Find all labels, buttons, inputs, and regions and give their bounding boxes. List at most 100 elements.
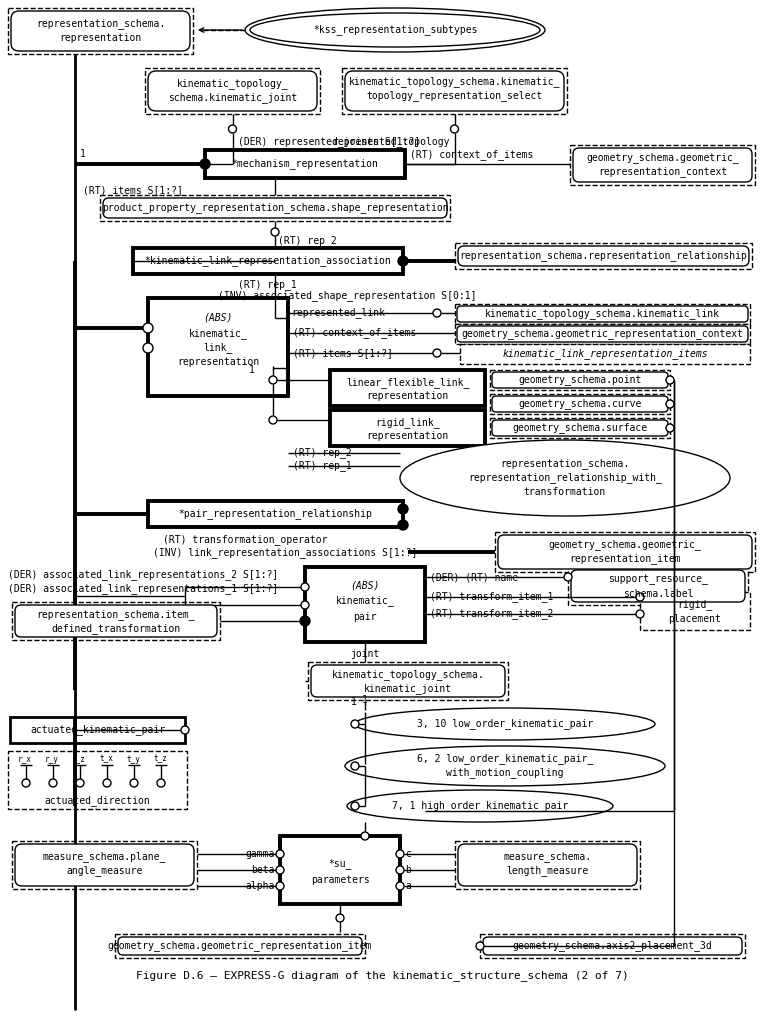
Text: rigid_link_: rigid_link_	[375, 418, 440, 428]
Text: (RT) items S[1:?]: (RT) items S[1:?]	[83, 185, 183, 195]
Text: parameters: parameters	[311, 875, 369, 885]
Text: product_property_representation_schema.shape_representation: product_property_representation_schema.s…	[102, 202, 448, 214]
Text: kinematic_topology_schema.: kinematic_topology_schema.	[332, 670, 484, 680]
Circle shape	[398, 520, 408, 530]
Text: geometry_schema.point: geometry_schema.point	[518, 375, 642, 386]
Text: r_x: r_x	[18, 754, 32, 764]
FancyBboxPatch shape	[15, 605, 217, 637]
Circle shape	[396, 866, 404, 874]
FancyBboxPatch shape	[103, 198, 447, 218]
Circle shape	[143, 323, 153, 333]
Text: angle_measure: angle_measure	[66, 866, 143, 876]
FancyBboxPatch shape	[145, 68, 320, 114]
Text: Figure D.6 — EXPRESS-G diagram of the kinematic_structure_schema (2 of 7): Figure D.6 — EXPRESS-G diagram of the ki…	[136, 970, 628, 981]
Text: rigid_: rigid_	[678, 600, 713, 611]
Text: (INV) link_representation_associations S[1:?]: (INV) link_representation_associations S…	[153, 548, 417, 558]
Text: kinematic_topology_schema.kinematic_link: kinematic_topology_schema.kinematic_link	[485, 309, 720, 320]
Circle shape	[143, 343, 153, 353]
Text: (RT) rep_2: (RT) rep_2	[293, 448, 351, 458]
FancyBboxPatch shape	[148, 298, 288, 396]
Text: geometry_schema.geometric_representation_context: geometry_schema.geometric_representation…	[461, 328, 743, 340]
Circle shape	[433, 349, 441, 357]
Circle shape	[200, 159, 210, 169]
FancyBboxPatch shape	[308, 662, 508, 700]
Text: representation_relationship_with_: representation_relationship_with_	[468, 473, 662, 483]
Text: t_y: t_y	[126, 754, 140, 764]
Text: t_z: t_z	[153, 754, 167, 764]
Text: geometry_schema.geometric_: geometry_schema.geometric_	[586, 153, 739, 163]
Circle shape	[269, 416, 277, 424]
FancyBboxPatch shape	[571, 570, 745, 602]
Circle shape	[271, 228, 279, 236]
Circle shape	[396, 850, 404, 858]
Text: representation_schema.item_: representation_schema.item_	[37, 610, 196, 620]
FancyBboxPatch shape	[311, 665, 505, 697]
Circle shape	[666, 424, 674, 432]
FancyBboxPatch shape	[483, 937, 742, 955]
FancyBboxPatch shape	[15, 844, 194, 886]
Circle shape	[451, 125, 458, 133]
FancyBboxPatch shape	[460, 344, 750, 364]
FancyBboxPatch shape	[480, 934, 745, 958]
Text: joint: joint	[351, 649, 380, 659]
Circle shape	[398, 256, 408, 266]
Text: 7, 1 high_order_kinematic_pair: 7, 1 high_order_kinematic_pair	[392, 801, 568, 811]
FancyBboxPatch shape	[492, 396, 668, 412]
FancyBboxPatch shape	[457, 307, 748, 322]
Circle shape	[398, 504, 408, 514]
Text: representation: representation	[367, 391, 448, 401]
FancyBboxPatch shape	[118, 937, 362, 955]
FancyBboxPatch shape	[573, 148, 752, 182]
Text: schema.kinematic_joint: schema.kinematic_joint	[168, 93, 297, 103]
Circle shape	[276, 850, 284, 858]
FancyBboxPatch shape	[492, 420, 668, 436]
Text: transformation: transformation	[524, 487, 606, 497]
Text: schema.label: schema.label	[623, 589, 693, 599]
Text: (ABS): (ABS)	[203, 313, 233, 323]
Text: (RT) transform_item_1: (RT) transform_item_1	[430, 591, 553, 603]
Text: (RT) rep_1: (RT) rep_1	[293, 460, 351, 472]
Text: beta: beta	[251, 865, 275, 875]
FancyBboxPatch shape	[455, 243, 752, 269]
Text: representation_schema.: representation_schema.	[36, 19, 165, 30]
Text: representation: representation	[177, 357, 259, 367]
Circle shape	[276, 866, 284, 874]
Text: (RT) transform_item_2: (RT) transform_item_2	[430, 609, 553, 619]
Text: t_x: t_x	[99, 754, 113, 764]
FancyBboxPatch shape	[490, 394, 670, 414]
Text: pair: pair	[353, 612, 377, 622]
Text: *pair_representation_relationship: *pair_representation_relationship	[179, 509, 372, 519]
Text: (RT) transformation_operator: (RT) transformation_operator	[163, 535, 328, 546]
FancyBboxPatch shape	[115, 934, 365, 958]
Circle shape	[476, 942, 484, 950]
Text: representation: representation	[367, 431, 448, 441]
Text: (RT) items S[1:?]: (RT) items S[1:?]	[293, 348, 393, 358]
Text: 6, 2 low_order_kinematic_pair_: 6, 2 low_order_kinematic_pair_	[417, 753, 593, 765]
FancyBboxPatch shape	[455, 304, 750, 324]
Circle shape	[103, 779, 111, 787]
Text: defined_transformation: defined_transformation	[51, 623, 180, 635]
FancyBboxPatch shape	[205, 150, 405, 178]
Text: kinematic_: kinematic_	[189, 328, 248, 340]
Circle shape	[22, 779, 30, 787]
Text: representation_schema.representation_relationship: representation_schema.representation_rel…	[460, 251, 747, 261]
Circle shape	[351, 720, 359, 728]
Text: 1: 1	[249, 365, 255, 375]
Text: (ABS): (ABS)	[351, 580, 380, 590]
Ellipse shape	[345, 746, 665, 786]
Circle shape	[666, 376, 674, 384]
Text: 1: 1	[362, 695, 368, 705]
Circle shape	[181, 725, 189, 734]
Text: (RT) rep_1: (RT) rep_1	[238, 280, 296, 290]
FancyBboxPatch shape	[8, 8, 193, 54]
Circle shape	[396, 882, 404, 890]
Text: support_resource_: support_resource_	[608, 575, 708, 585]
Text: 3, 10 low_order_kinematic_pair: 3, 10 low_order_kinematic_pair	[417, 718, 593, 730]
Text: representation_schema.: representation_schema.	[500, 458, 630, 470]
FancyBboxPatch shape	[12, 602, 220, 640]
Circle shape	[351, 802, 359, 810]
Text: kinematic_joint: kinematic_joint	[364, 683, 452, 695]
Circle shape	[564, 573, 572, 581]
FancyBboxPatch shape	[330, 370, 485, 406]
FancyBboxPatch shape	[490, 418, 670, 438]
